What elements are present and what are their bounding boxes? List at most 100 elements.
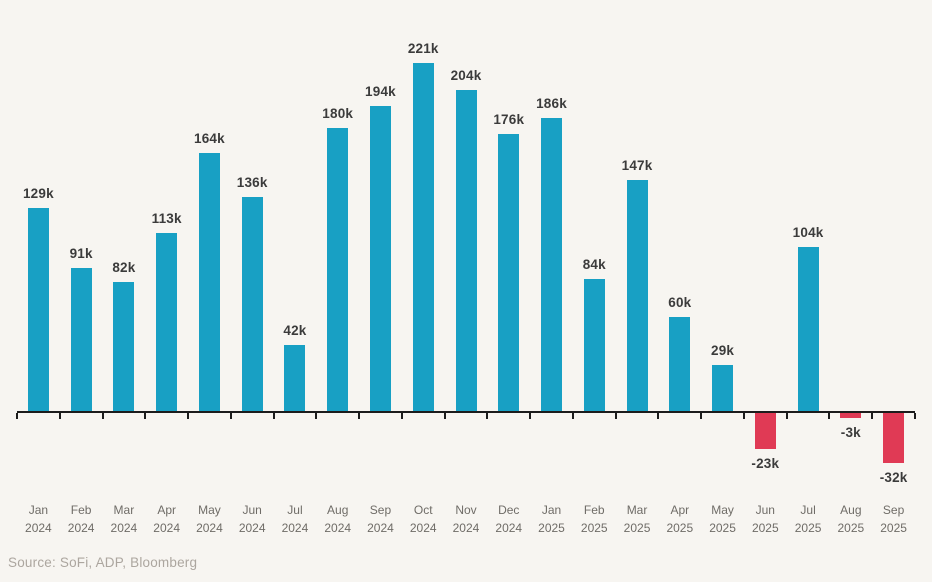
x-axis-label-year: 2024 <box>281 521 309 535</box>
x-axis-label-year: 2024 <box>324 521 352 535</box>
bar-value-label-feb-2024: 91k <box>69 245 93 261</box>
x-axis-tick <box>315 413 318 419</box>
x-axis-label-year: 2025 <box>623 521 651 535</box>
x-axis-label-year: 2024 <box>238 521 266 535</box>
bar-value-label-may-2025: 29k <box>711 343 735 359</box>
bar-value-label-aug-2025: -3k <box>840 424 861 440</box>
bar-dec-2024 <box>498 133 520 411</box>
bar-value-label-apr-2024: 113k <box>151 211 182 227</box>
x-axis-label-month: Sep <box>369 503 392 517</box>
x-axis-label-year: 2025 <box>580 521 608 535</box>
bar-value-label-sep-2024: 194k <box>365 83 396 99</box>
bar-jul-2024 <box>284 344 306 411</box>
x-axis-tick <box>828 413 831 419</box>
x-axis-label-mar-2025: Mar 2025 <box>612 501 663 537</box>
bar-aug-2024 <box>327 127 349 411</box>
x-axis-label-month: Jan <box>541 503 562 517</box>
x-axis-tick <box>871 413 874 419</box>
x-axis-label-feb-2025: Feb 2025 <box>569 501 620 537</box>
bar-value-label-feb-2025: 84k <box>582 256 606 272</box>
bar-mar-2024 <box>113 281 135 411</box>
x-axis-label-month: Jul <box>800 503 816 517</box>
x-axis-label-year: 2024 <box>196 521 223 535</box>
x-axis-label-month: Dec <box>498 503 520 517</box>
bar-value-label-mar-2025: 147k <box>621 157 653 173</box>
x-axis-label-apr-2024: Apr 2024 <box>141 501 192 537</box>
bar-value-label-jul-2025: 104k <box>792 225 824 241</box>
bar-apr-2024 <box>156 233 178 411</box>
bar-jun-2024 <box>241 196 263 411</box>
x-axis-label-month: Aug <box>327 503 349 517</box>
x-axis-tick <box>914 413 916 419</box>
x-axis-label-month: May <box>198 503 221 517</box>
x-axis-label-year: 2024 <box>110 521 138 535</box>
x-axis-label-aug-2025: Aug 2025 <box>825 501 876 537</box>
x-axis-label-jul-2024: Jul 2024 <box>270 501 321 537</box>
bar-value-label-jan-2024: 129k <box>22 185 54 201</box>
bar-jun-2025 <box>754 413 776 450</box>
bar-may-2024 <box>198 152 220 411</box>
x-axis-tick <box>400 413 403 419</box>
x-axis-label-feb-2024: Feb 2024 <box>56 501 107 537</box>
x-axis-tick <box>742 413 745 419</box>
x-axis-label-may-2025: May 2025 <box>697 501 748 537</box>
x-axis-label-may-2024: May 2024 <box>184 501 235 537</box>
x-axis-tick <box>443 413 446 419</box>
x-axis-label-month: Sep <box>882 503 905 517</box>
x-axis-label-year: 2024 <box>25 521 52 535</box>
x-axis-label-year: 2024 <box>452 521 480 535</box>
x-axis-label-jan-2024: Jan 2024 <box>13 501 64 537</box>
bar-oct-2024 <box>412 63 434 411</box>
x-axis-label-month: May <box>711 503 734 517</box>
bar-aug-2025 <box>840 413 862 418</box>
x-axis-label-month: Mar <box>626 503 648 517</box>
x-axis-label-oct-2024: Oct 2024 <box>398 501 449 537</box>
x-axis-label-year: 2024 <box>495 521 523 535</box>
x-axis-label-mar-2024: Mar 2024 <box>99 501 150 537</box>
x-axis-label-month: Nov <box>455 503 477 517</box>
x-axis-label-jul-2025: Jul 2025 <box>783 501 834 537</box>
x-axis-label-month: Apr <box>670 503 690 517</box>
x-axis-tick <box>144 413 147 419</box>
x-axis-tick <box>571 413 574 419</box>
x-axis-label-month: Aug <box>840 503 862 517</box>
bar-value-label-apr-2025: 60k <box>668 294 692 310</box>
x-axis-tick <box>358 413 361 419</box>
bar-value-label-oct-2024: 221k <box>407 41 439 56</box>
bar-nov-2024 <box>455 89 477 411</box>
x-axis-label-month: Apr <box>157 503 176 517</box>
bar-value-label-aug-2024: 180k <box>322 105 354 121</box>
x-axis-tick <box>785 413 788 419</box>
bar-value-label-may-2024: 164k <box>194 130 225 146</box>
x-axis-label-year: 2024 <box>367 521 394 535</box>
x-axis-tick <box>187 413 190 419</box>
bar-value-label-jun-2025: -23k <box>751 456 780 472</box>
bar-value-label-jan-2025: 186k <box>536 96 567 112</box>
bar-feb-2025 <box>583 278 605 411</box>
bar-feb-2024 <box>70 267 92 411</box>
x-axis-label-year: 2025 <box>709 521 736 535</box>
x-axis-line <box>17 411 915 413</box>
bar-value-label-sep-2025: -32k <box>879 470 908 486</box>
x-axis-label-sep-2025: Sep 2025 <box>868 501 919 537</box>
x-axis-tick <box>486 413 489 419</box>
x-axis-tick <box>101 413 104 419</box>
x-axis-label-month: Jan <box>28 503 49 517</box>
x-axis-tick <box>272 413 275 419</box>
x-axis-label-apr-2025: Apr 2025 <box>654 501 705 537</box>
x-axis-label-year: 2024 <box>67 521 95 535</box>
bar-jan-2025 <box>541 118 563 411</box>
bar-jul-2025 <box>797 247 819 411</box>
x-axis-label-year: 2025 <box>538 521 565 535</box>
x-axis-tick <box>614 413 617 419</box>
x-axis-label-month: Feb <box>70 503 92 517</box>
x-axis-tick <box>700 413 703 419</box>
bar-value-label-mar-2024: 82k <box>112 259 136 275</box>
bar-value-label-nov-2024: 204k <box>450 67 482 83</box>
bar-may-2025 <box>712 365 734 411</box>
bar-sep-2025 <box>883 413 905 464</box>
bar-value-label-dec-2024: 176k <box>493 111 525 127</box>
x-axis-label-month: Oct <box>413 503 433 517</box>
